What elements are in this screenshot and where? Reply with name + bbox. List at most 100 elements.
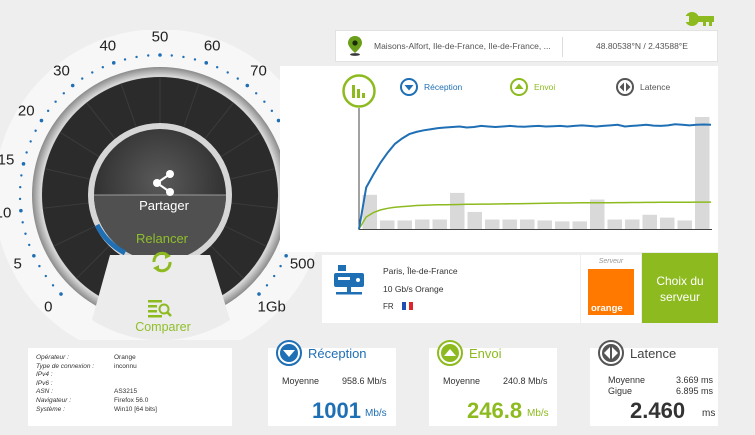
reception-avg-value: 958.6 Mb/s (342, 376, 387, 386)
server-bandwidth: 10 Gb/s Orange (383, 284, 444, 294)
gauge-scale-label: 5 (13, 255, 22, 273)
dial-tick (32, 253, 36, 258)
compare-button[interactable]: Comparer (135, 320, 191, 334)
dial-tick (123, 58, 127, 61)
latency-bar (607, 219, 622, 229)
dial-tick (158, 53, 162, 57)
dial-spoke (183, 83, 200, 128)
relaunch-button[interactable]: Relancer (135, 231, 189, 246)
info-row: IPv6 : (36, 380, 226, 389)
dial-tick (24, 232, 27, 235)
info-key: Système : (36, 405, 65, 413)
dial-tick (38, 264, 41, 268)
dial-tick (135, 55, 138, 59)
jitter-label: Gigue (608, 386, 633, 396)
upload-icon (437, 340, 463, 366)
legend-reception-label: Réception (424, 82, 463, 92)
dial-tick (147, 54, 150, 57)
dial-spoke (204, 102, 234, 140)
info-key: Type de connexion : (36, 362, 95, 370)
info-key: IPv4 : (36, 371, 53, 379)
dial-tick (19, 185, 22, 189)
info-key: Opérateur : (36, 354, 69, 361)
info-key: Navigateur : (36, 397, 72, 404)
dial-spoke (53, 225, 96, 247)
location-pin-icon (348, 36, 362, 56)
reception-card-header: Réception (276, 340, 367, 366)
latency-title: Latence (630, 345, 677, 361)
dial-tick (81, 77, 84, 80)
location-address: Maisons-Alfort, Ile-de-France, Ile-de-Fr… (374, 41, 551, 51)
latency-avg-label: Moyenne (608, 375, 646, 385)
dial-tick (59, 292, 63, 296)
latency-bar (432, 219, 447, 229)
dial-tick (18, 197, 22, 201)
latency-bar (415, 219, 430, 229)
choose-server-button[interactable]: Choix du serveur (642, 253, 718, 323)
location-bar[interactable]: Maisons-Alfort, Ile-de-France, Ile-de-Fr… (335, 30, 718, 62)
upload-card-header: Envoi (437, 340, 502, 366)
dial-tick (257, 292, 261, 296)
jitter-value: 6.895 ms (676, 386, 714, 396)
latency-bar (537, 220, 552, 229)
latency-icon (616, 78, 634, 96)
info-row: IPv4 : (36, 371, 226, 380)
refresh-icon[interactable] (150, 250, 174, 274)
dial-tick (39, 118, 44, 123)
upload-icon (510, 78, 528, 96)
dial-tick (19, 208, 23, 213)
upload-title: Envoi (469, 345, 502, 361)
latency-avg-value: 3.669 ms (676, 375, 714, 385)
results-chart-panel: Réception Envoi Latence (280, 66, 718, 252)
dial-spoke (231, 202, 278, 209)
upload-avg-label: Moyenne (443, 376, 481, 386)
gauge-scale-label: 1Gb (257, 298, 286, 316)
info-row: Opérateur : Orange (36, 354, 226, 363)
dial-spoke (120, 83, 137, 128)
dial-tick (215, 66, 219, 69)
dial-tick (54, 100, 57, 103)
info-row: Système : Win10 [64 bits] (36, 406, 226, 415)
legend-latency[interactable]: Latence (616, 78, 670, 96)
legend-upload-label: Envoi (534, 82, 556, 92)
info-value: Orange (114, 354, 136, 361)
upload-unit: Mb/s (527, 408, 549, 419)
dial-spoke (224, 225, 267, 247)
dial-tick (21, 221, 24, 224)
upload-series-line (358, 201, 711, 230)
latency-bar (590, 199, 605, 229)
bar-chart-logo-icon (342, 74, 376, 108)
gauge-scale-label: 70 (250, 62, 267, 80)
settings-wrench-icon[interactable] (683, 10, 715, 28)
upload-value: 246.8 (467, 398, 523, 423)
dial-tick (101, 66, 105, 69)
share-label: Partager (139, 198, 189, 213)
info-row: ASN : AS3215 (36, 388, 226, 397)
legend-upload[interactable]: Envoi (510, 78, 555, 96)
gauge-scale-label: 10 (0, 204, 12, 222)
gauge-scale-label: 500 (289, 255, 315, 273)
dial-tick (279, 264, 282, 268)
latency-bar (502, 219, 517, 229)
upload-card: Envoi Moyenne 240.8 Mb/s 246.8 Mb/s (429, 340, 557, 426)
compare-icon[interactable] (148, 300, 172, 318)
dial-spoke (44, 168, 90, 180)
share-icon (153, 170, 174, 196)
latency-bar (555, 221, 570, 229)
download-icon (276, 340, 302, 366)
dial-tick (245, 83, 250, 88)
latency-card: Latence Moyenne 3.669 ms Gigue 6.895 ms … (590, 340, 718, 426)
reception-card: Réception Moyenne 958.6 Mb/s 1001 Mb/s (268, 340, 396, 426)
info-key: ASN : (36, 388, 53, 396)
dial-tick (193, 58, 197, 61)
legend-reception[interactable]: Réception (400, 78, 462, 96)
gauge-scale-label: 0 (44, 298, 53, 316)
info-row: Navigateur : Firefox 56.0 (36, 397, 226, 406)
latency-bar (677, 220, 692, 229)
latency-bar (485, 219, 500, 229)
latency-bar (380, 220, 395, 229)
gauge-scale-label: 40 (99, 37, 117, 55)
dial-tick (91, 71, 94, 74)
gauge-scale-label: 50 (151, 28, 169, 46)
share-button[interactable]: Partager (118, 170, 210, 225)
